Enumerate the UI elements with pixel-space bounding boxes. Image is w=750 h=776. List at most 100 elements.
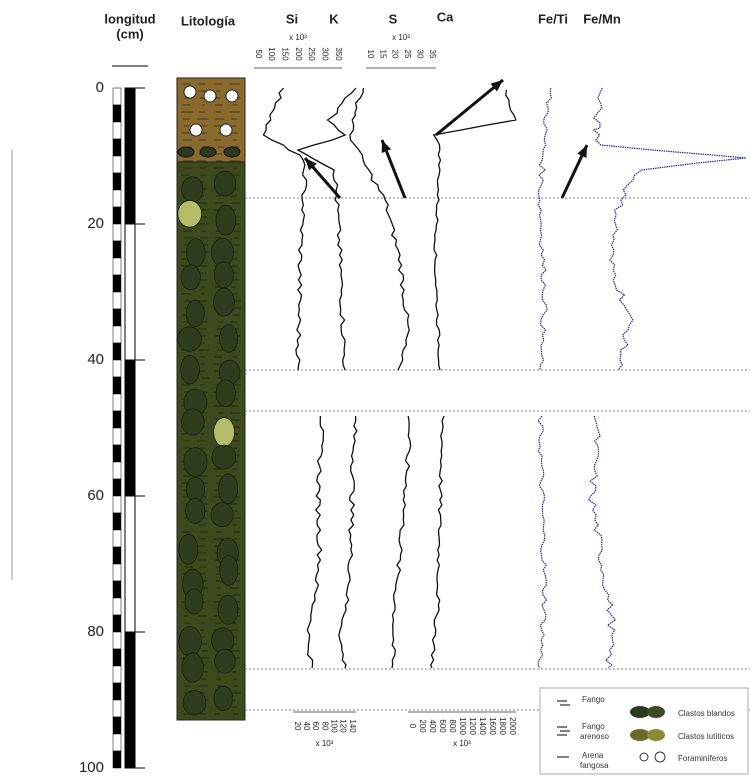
clast bbox=[185, 498, 206, 524]
depth-label: 40 bbox=[87, 351, 104, 368]
legend-label: Fango bbox=[582, 722, 605, 731]
ruler-segment bbox=[112, 240, 122, 259]
column-title: Fe/Ti bbox=[538, 11, 568, 26]
profile-curve bbox=[306, 415, 325, 669]
scale-label: 25 bbox=[403, 50, 412, 59]
scale-label: 10 bbox=[366, 50, 375, 59]
foram bbox=[189, 123, 203, 137]
clast bbox=[186, 238, 206, 268]
scale-label: 35 bbox=[428, 50, 437, 59]
clast bbox=[185, 299, 205, 328]
ruler-segment bbox=[124, 495, 136, 633]
scale-label: 800 bbox=[448, 719, 457, 733]
column-title: S bbox=[389, 11, 398, 26]
ruler-segment bbox=[112, 529, 122, 548]
depth-title: longitud bbox=[104, 11, 155, 26]
profile-curve bbox=[349, 87, 410, 371]
scale-label: 300 bbox=[321, 47, 330, 61]
ruler-segment bbox=[112, 699, 122, 718]
scale-label: 2000 bbox=[508, 717, 517, 735]
clast bbox=[219, 555, 239, 586]
scale-label: 80 bbox=[320, 722, 329, 731]
clast bbox=[223, 146, 241, 158]
ruler-segment bbox=[112, 121, 122, 140]
clast bbox=[213, 417, 235, 447]
scale-label: 120 bbox=[339, 719, 348, 733]
scale-label: 140 bbox=[348, 719, 357, 733]
clast bbox=[213, 170, 237, 197]
scale-label: 250 bbox=[307, 47, 316, 61]
foram bbox=[219, 123, 233, 137]
ruler-segment bbox=[112, 614, 122, 633]
clast bbox=[213, 261, 234, 289]
ruler-segment bbox=[112, 648, 122, 667]
ruler-segment bbox=[112, 427, 122, 446]
scale-label: 1600 bbox=[488, 717, 497, 735]
scale-label: 150 bbox=[281, 47, 290, 61]
scale-label: 20 bbox=[391, 50, 400, 59]
arrow-head bbox=[490, 80, 503, 92]
ruler-segment bbox=[112, 631, 122, 650]
ruler-segment bbox=[112, 580, 122, 599]
ruler-segment bbox=[112, 444, 122, 463]
clast bbox=[182, 690, 207, 716]
legend-foram bbox=[654, 751, 666, 763]
ruler-segment bbox=[112, 495, 122, 514]
ruler-segment bbox=[112, 461, 122, 480]
ruler-segment bbox=[112, 716, 122, 735]
ruler-segment bbox=[124, 87, 136, 225]
profile-curve bbox=[391, 415, 412, 669]
depth-label: 60 bbox=[87, 487, 104, 504]
profile-curve bbox=[429, 415, 445, 669]
scale-label: 20 bbox=[293, 722, 302, 731]
scale-label: 1800 bbox=[498, 717, 507, 735]
legend-label: fangosa bbox=[580, 761, 609, 770]
ruler-segment bbox=[124, 631, 136, 769]
legend-symbols bbox=[557, 700, 570, 758]
column-title: Ca bbox=[437, 9, 454, 24]
scale-label: 1000 bbox=[458, 717, 467, 735]
profile-curve bbox=[537, 87, 552, 371]
foram bbox=[183, 85, 197, 99]
scale-label: 40 bbox=[302, 722, 311, 731]
clast bbox=[180, 355, 200, 385]
clast bbox=[178, 626, 202, 657]
ruler-segment bbox=[112, 104, 122, 123]
legend-label: Clastos blandos bbox=[678, 709, 735, 718]
ruler-segment bbox=[112, 257, 122, 276]
clast bbox=[213, 685, 233, 711]
column-title: Si bbox=[286, 11, 298, 26]
scale-unit: x 10³ bbox=[316, 739, 334, 748]
clast bbox=[185, 476, 205, 502]
depth-label: 100 bbox=[79, 759, 104, 776]
legend: Fango Fango arenoso Arena fangosa Clasto… bbox=[539, 687, 749, 775]
legend-clast bbox=[630, 706, 650, 718]
legend-label: arenoso bbox=[580, 732, 609, 741]
clast bbox=[213, 287, 235, 317]
depth-label: 0 bbox=[96, 79, 104, 96]
scale-label: 200 bbox=[418, 719, 427, 733]
scale-label: 50 bbox=[254, 50, 263, 59]
scale-label: 600 bbox=[438, 719, 447, 733]
scale-label: 15 bbox=[378, 50, 387, 59]
ruler-segment bbox=[112, 291, 122, 310]
clast bbox=[217, 594, 239, 625]
clast bbox=[210, 502, 234, 528]
arrow bbox=[435, 78, 504, 137]
profile-curve bbox=[296, 87, 357, 371]
scale-label: 1400 bbox=[478, 717, 487, 735]
ruler-segment bbox=[112, 206, 122, 225]
depth-label: 20 bbox=[87, 215, 104, 232]
scale-label: 100 bbox=[267, 47, 276, 61]
profile-curve bbox=[537, 415, 548, 669]
ruler-segment bbox=[112, 733, 122, 752]
legend-label: Clastos lutíticos bbox=[678, 732, 734, 741]
clast bbox=[177, 146, 195, 158]
clast bbox=[180, 264, 201, 290]
clast bbox=[181, 652, 204, 683]
arrow-head bbox=[577, 145, 587, 158]
ruler-segment bbox=[112, 563, 122, 582]
scale-unit: x 10³ bbox=[392, 33, 410, 42]
profile-curve bbox=[588, 415, 617, 669]
scale-unit: x 10³ bbox=[289, 33, 307, 42]
